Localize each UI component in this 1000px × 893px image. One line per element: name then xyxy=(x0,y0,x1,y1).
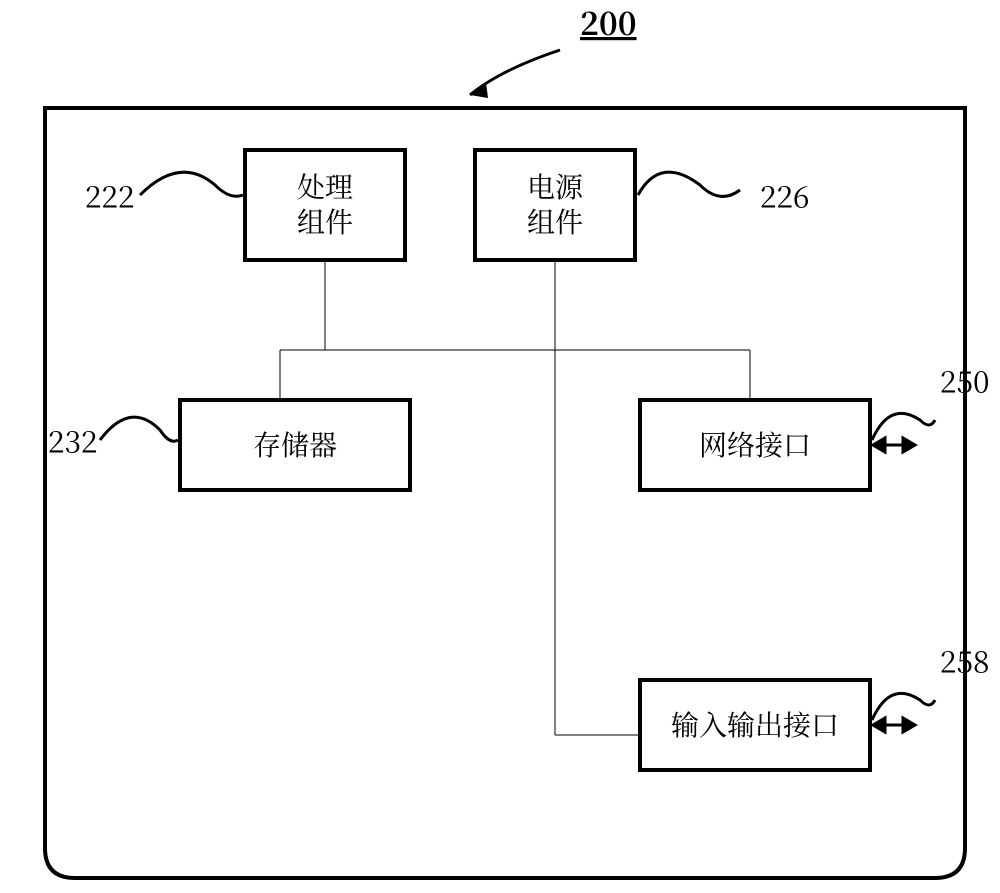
ref-222: 222 xyxy=(85,173,135,217)
connectors xyxy=(280,260,750,735)
power-label-2: 组件 xyxy=(527,201,583,241)
block-diagram: 200 处理 组件 222 电源 组件 226 存储器 232 网络接口 250 xyxy=(0,0,1000,893)
diagram-ref-label: 200 xyxy=(580,0,637,45)
power-block: 电源 组件 xyxy=(475,150,635,260)
leader-222 xyxy=(140,172,243,196)
processing-block: 处理 组件 xyxy=(245,150,405,260)
leader-258 xyxy=(872,693,935,720)
memory-label: 存储器 xyxy=(253,424,337,464)
leader-226 xyxy=(638,172,740,196)
diagram-ref-pointer-head xyxy=(470,82,488,98)
network-block: 网络接口 xyxy=(640,400,870,490)
io-block: 输入输出接口 xyxy=(640,680,870,770)
processing-label-1: 处理 xyxy=(297,166,353,206)
leader-232 xyxy=(100,417,178,441)
power-label-1: 电源 xyxy=(527,166,584,206)
network-io-arrow xyxy=(873,438,915,452)
io-label: 输入输出接口 xyxy=(671,704,839,744)
memory-block: 存储器 xyxy=(180,400,410,490)
ref-258: 258 xyxy=(940,638,990,682)
processing-label-2: 组件 xyxy=(297,201,353,241)
io-io-arrow xyxy=(873,718,915,732)
ref-226: 226 xyxy=(760,173,810,217)
network-label: 网络接口 xyxy=(699,424,811,464)
ref-250: 250 xyxy=(940,358,990,402)
leader-250 xyxy=(872,413,935,440)
ref-232: 232 xyxy=(48,418,98,462)
